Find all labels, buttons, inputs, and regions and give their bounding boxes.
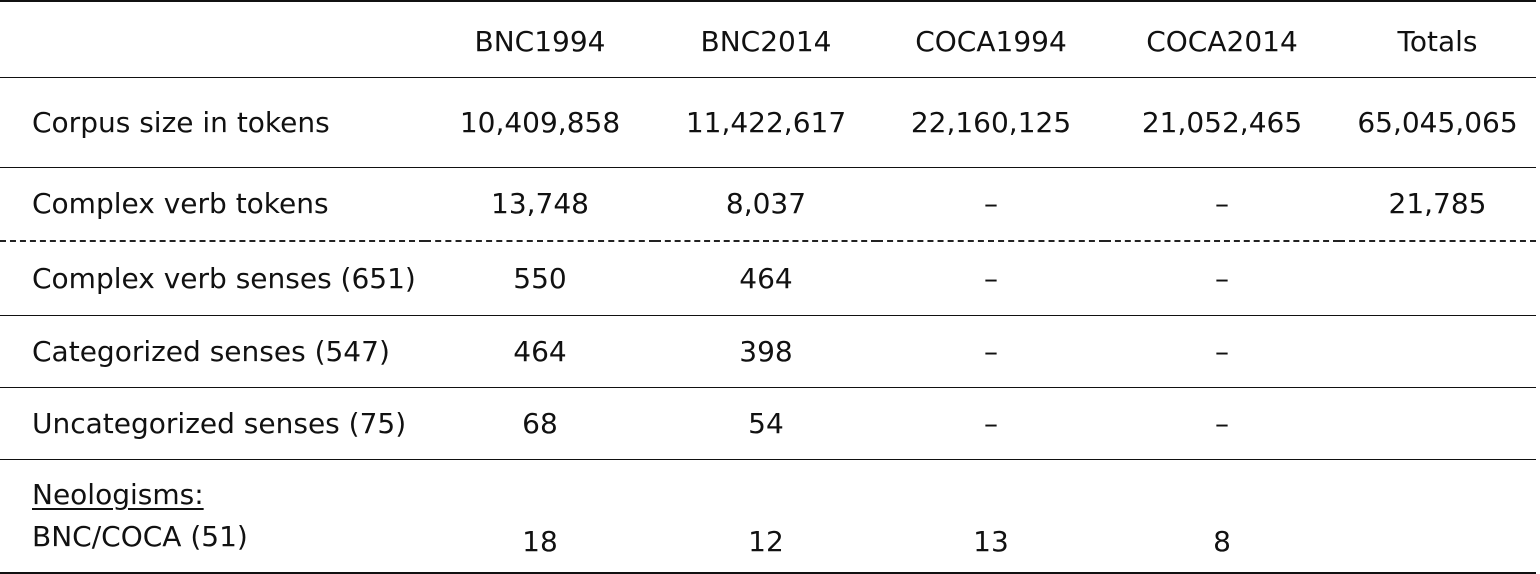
cell-bnc1994: 464 (425, 315, 655, 388)
cell-bnc1994: 68 (425, 387, 655, 460)
cell-totals (1339, 241, 1536, 316)
cell-totals: 21,785 (1339, 167, 1536, 242)
cell-bnc1994: 13,748 (425, 167, 655, 242)
cell-coca1994: – (877, 241, 1105, 316)
cell-coca2014: – (1105, 315, 1339, 388)
table-row-corpus-size: Corpus size in tokens 10,409,858 11,422,… (0, 77, 1536, 168)
cell-coca1994: 22,160,125 (877, 77, 1105, 168)
cell-coca1994: – (877, 387, 1105, 460)
cell-coca2014: – (1105, 387, 1339, 460)
table-header-row: BNC1994 BNC2014 COCA1994 COCA2014 Totals (0, 0, 1536, 78)
row-label-neologisms: Neologisms: BNC/COCA (51) (0, 459, 425, 574)
cell-bnc2014: 8,037 (655, 167, 877, 242)
table-row-neologisms: Neologisms: BNC/COCA (51) 18 12 13 8 (0, 459, 1536, 574)
table-row-uncategorized-senses: Uncategorized senses (75) 68 54 – – (0, 387, 1536, 460)
cell-totals: 65,045,065 (1339, 77, 1536, 168)
cell-coca2014: – (1105, 241, 1339, 316)
header-bnc1994: BNC1994 (425, 0, 655, 78)
row-label: Uncategorized senses (75) (0, 387, 425, 460)
cell-bnc2014: 12 (655, 459, 877, 574)
cell-totals (1339, 459, 1536, 574)
row-label: Categorized senses (547) (0, 315, 425, 388)
cell-bnc2014: 11,422,617 (655, 77, 877, 168)
row-label: Complex verb senses (651) (0, 241, 425, 316)
cell-coca2014: 8 (1105, 459, 1339, 574)
cell-totals (1339, 315, 1536, 388)
header-totals: Totals (1339, 0, 1536, 78)
header-empty-cell (0, 0, 425, 78)
cell-bnc2014: 54 (655, 387, 877, 460)
row-label: Corpus size in tokens (0, 77, 425, 168)
row-label: Complex verb tokens (0, 167, 425, 242)
cell-bnc2014: 398 (655, 315, 877, 388)
cell-coca1994: – (877, 167, 1105, 242)
cell-bnc1994: 18 (425, 459, 655, 574)
neologisms-sublabel: BNC/COCA (51) (32, 520, 248, 553)
cell-totals (1339, 387, 1536, 460)
table-row-complex-verb-tokens: Complex verb tokens 13,748 8,037 – – 21,… (0, 167, 1536, 242)
neologisms-heading: Neologisms: (32, 478, 204, 511)
cell-bnc2014: 464 (655, 241, 877, 316)
cell-coca1994: 13 (877, 459, 1105, 574)
cell-bnc1994: 10,409,858 (425, 77, 655, 168)
header-coca2014: COCA2014 (1105, 0, 1339, 78)
header-bnc2014: BNC2014 (655, 0, 877, 78)
cell-coca2014: – (1105, 167, 1339, 242)
header-coca1994: COCA1994 (877, 0, 1105, 78)
cell-coca2014: 21,052,465 (1105, 77, 1339, 168)
table-row-complex-verb-senses: Complex verb senses (651) 550 464 – – (0, 241, 1536, 316)
cell-bnc1994: 550 (425, 241, 655, 316)
table-row-categorized-senses: Categorized senses (547) 464 398 – – (0, 315, 1536, 388)
cell-coca1994: – (877, 315, 1105, 388)
